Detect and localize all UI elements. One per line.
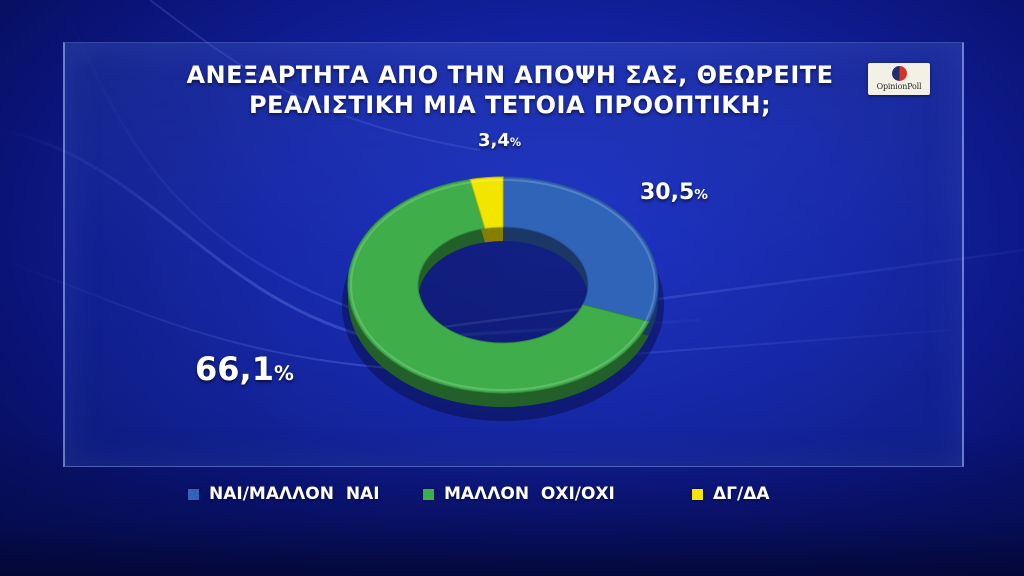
slice-value-unit: % <box>273 362 294 385</box>
floor-reflection <box>0 430 1024 576</box>
legend-label: ΔΓ/ΔΑ <box>713 484 770 504</box>
slice-value-label: 30,5% <box>640 180 708 205</box>
slice-value-label: 66,1% <box>195 350 294 388</box>
chart-title: ΑΝΕΞΑΡΤΗΤΑ ΑΠΟ ΤΗΝ ΑΠΟΨΗ ΣΑΣ, ΘΕΩΡΕΙΤΕ Ρ… <box>150 60 870 120</box>
legend-label: ΜΑΛΛΟΝ ΟΧΙ/ΟΧΙ <box>444 484 615 504</box>
slice-value-unit: % <box>509 136 522 149</box>
legend-item: ΜΑΛΛΟΝ ΟΧΙ/ΟΧΙ <box>423 484 615 504</box>
slice-value-number: 30,5 <box>640 180 695 205</box>
legend-swatch <box>692 488 703 500</box>
title-line-1: ΑΝΕΞΑΡΤΗΤΑ ΑΠΟ ΤΗΝ ΑΠΟΨΗ ΣΑΣ, ΘΕΩΡΕΙΤΕ <box>186 61 834 89</box>
legend-label: ΝΑΙ/ΜΑΛΛΟΝ ΝΑΙ <box>209 484 380 504</box>
legend-item: ΔΓ/ΔΑ <box>692 484 770 504</box>
legend-swatch <box>423 488 434 500</box>
legend-item: ΝΑΙ/ΜΑΛΛΟΝ ΝΑΙ <box>188 484 380 504</box>
donut-highlight <box>350 179 656 391</box>
logo-mark-icon <box>892 66 907 81</box>
slice-value-label: 3,4% <box>478 130 521 151</box>
slice-value-number: 3,4 <box>478 130 510 151</box>
slice-2 <box>347 178 650 394</box>
title-line-2: ΡΕΑΛΙΣΤΙΚΗ ΜΙΑ ΤΕΤΟΙΑ ΠΡΟΟΠΤΙΚΗ; <box>248 91 772 119</box>
slice-value-unit: % <box>694 187 708 203</box>
donut-hole <box>420 234 586 344</box>
logo-text: OpinionPoll <box>876 82 922 91</box>
slice-value-number: 66,1 <box>195 350 274 388</box>
opinionpoll-logo: OpinionPoll <box>868 63 930 95</box>
slice-1 <box>502 176 659 323</box>
legend-swatch <box>188 488 199 500</box>
slice-3 <box>469 176 504 229</box>
